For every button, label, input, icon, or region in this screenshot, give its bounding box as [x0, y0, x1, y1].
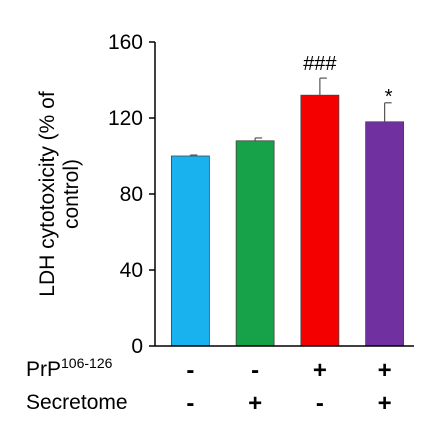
bar-1: [235, 140, 275, 347]
condition-sign-0-3: +: [378, 357, 392, 384]
y-tick-label-2: 80: [120, 183, 143, 206]
significance-label-2: ###: [303, 53, 337, 75]
condition-sign-1-0: -: [186, 390, 194, 417]
y-tick-label-3: 120: [108, 107, 143, 130]
y-axis-title-line-2: control): [60, 159, 83, 229]
significance-label-3: *: [385, 86, 393, 108]
condition-name-1: Secretome: [26, 391, 128, 414]
y-tick-label-1: 40: [120, 259, 143, 282]
condition-name-0: PrP: [26, 358, 61, 381]
bar-0: [170, 155, 210, 347]
condition-sign-1-2: -: [316, 390, 324, 417]
condition-sign-0-1: -: [251, 357, 259, 384]
condition-table: PrP106-126 - - + + Secretome - + - +: [26, 355, 392, 417]
y-axis-title: LDH cytotoxicity (% of control): [36, 91, 83, 297]
bar-3: [365, 121, 405, 347]
bars: ### *: [170, 53, 405, 347]
y-tick-label-0: 0: [131, 335, 143, 358]
y-tick-label-4: 160: [108, 31, 143, 54]
y-axis-ticks: 0 40 80 120 160: [108, 31, 155, 358]
condition-sign-0-0: -: [186, 357, 194, 384]
bar-2: [300, 94, 340, 347]
y-axis-title-line-1: LDH cytotoxicity (% of: [36, 91, 59, 297]
condition-superscript-0: 106-126: [61, 355, 113, 371]
condition-label-1: Secretome: [26, 391, 128, 414]
condition-label-0: PrP106-126: [26, 355, 113, 381]
condition-sign-1-3: +: [378, 390, 392, 417]
condition-sign-0-2: +: [313, 357, 327, 384]
condition-sign-1-1: +: [248, 390, 262, 417]
